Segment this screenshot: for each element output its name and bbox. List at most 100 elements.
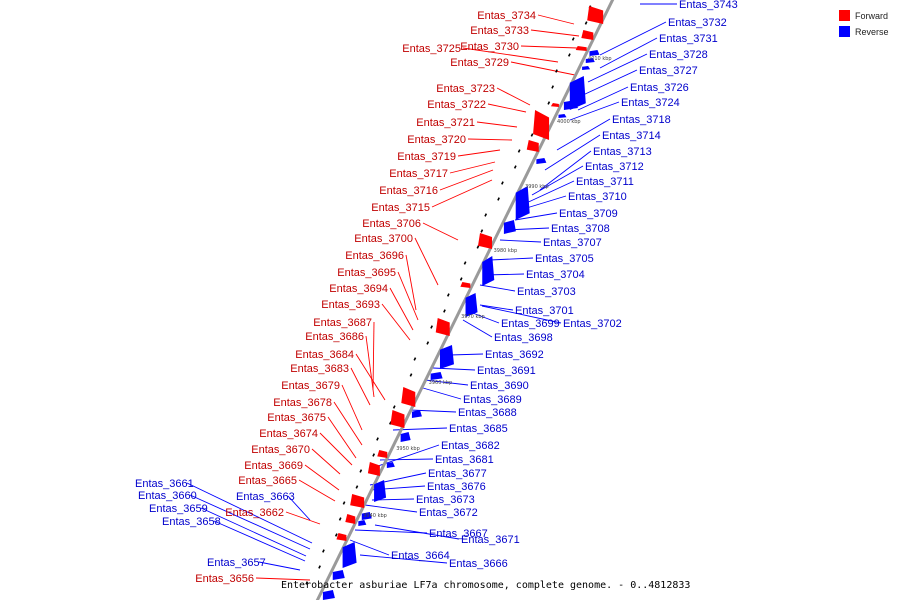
- forward-gene-label[interactable]: Entas_3729: [450, 57, 509, 69]
- forward-gene-label[interactable]: Entas_3719: [397, 151, 456, 163]
- position-marker: [409, 373, 413, 377]
- forward-gene-label[interactable]: Entas_3670: [251, 444, 310, 456]
- position-marker: [530, 133, 534, 137]
- legend-forward-label: Forward: [855, 11, 888, 21]
- reverse-gene-label[interactable]: Entas_3714: [602, 130, 661, 142]
- reverse-gene-label[interactable]: Entas_3724: [621, 97, 680, 109]
- reverse-gene-label[interactable]: Entas_3661: [135, 478, 194, 490]
- forward-gene-label[interactable]: Entas_3674: [259, 428, 318, 440]
- reverse-gene-label[interactable]: Entas_3728: [649, 49, 708, 61]
- reverse-gene-label[interactable]: Entas_3743: [679, 0, 738, 11]
- forward-gene-label[interactable]: Entas_3717: [389, 168, 448, 180]
- reverse-leader-line: [521, 180, 575, 206]
- forward-gene-label[interactable]: Entas_3665: [238, 475, 297, 487]
- forward-gene-label[interactable]: Entas_3725: [402, 43, 461, 55]
- reverse-gene-label[interactable]: Entas_3673: [416, 494, 475, 506]
- forward-gene-label[interactable]: Entas_3669: [244, 460, 303, 472]
- forward-gene-label[interactable]: Entas_3700: [354, 233, 413, 245]
- reverse-gene-label[interactable]: Entas_3663: [236, 491, 295, 503]
- genome-caption: Enterobacter asburiae LF7a chromosome, c…: [281, 580, 690, 591]
- forward-gene-label[interactable]: Entas_3733: [470, 25, 529, 37]
- forward-gene-label[interactable]: Entas_3695: [337, 267, 396, 279]
- reverse-gene-label[interactable]: Entas_3698: [494, 332, 553, 344]
- forward-gene-label[interactable]: Entas_3716: [379, 185, 438, 197]
- forward-gene-label[interactable]: Entas_3696: [345, 250, 404, 262]
- reverse-gene-label[interactable]: Entas_3682: [441, 440, 500, 452]
- reverse-gene-label[interactable]: Entas_3690: [470, 380, 529, 392]
- leader-lines: [186, 3, 677, 581]
- forward-leader-line: [439, 169, 494, 191]
- forward-gene-label[interactable]: Entas_3715: [371, 202, 430, 214]
- reverse-leader-line: [582, 69, 638, 96]
- reverse-gene-label[interactable]: Entas_3660: [138, 490, 197, 502]
- forward-gene-label[interactable]: Entas_3678: [273, 397, 332, 409]
- reverse-gene-label[interactable]: Entas_3691: [477, 365, 536, 377]
- forward-gene-label[interactable]: Entas_3706: [362, 218, 421, 230]
- reverse-gene-label[interactable]: Entas_3702: [563, 318, 622, 330]
- reverse-gene-label[interactable]: Entas_3704: [526, 269, 585, 281]
- forward-gene: [533, 110, 550, 140]
- forward-gene: [575, 46, 587, 51]
- forward-gene-label[interactable]: Entas_3683: [290, 363, 349, 375]
- reverse-gene-label[interactable]: Entas_3677: [428, 468, 487, 480]
- reverse-gene-label[interactable]: Entas_3664: [391, 550, 450, 562]
- reverse-gene-label[interactable]: Entas_3732: [668, 17, 727, 29]
- forward-gene-label[interactable]: Entas_3694: [329, 283, 388, 295]
- reverse-gene-label[interactable]: Entas_3703: [517, 286, 576, 298]
- reverse-gene-label[interactable]: Entas_3712: [585, 161, 644, 173]
- reverse-gene-label[interactable]: Entas_3718: [612, 114, 671, 126]
- forward-leader-line: [355, 353, 386, 401]
- reverse-gene-label[interactable]: Entas_3699: [501, 318, 560, 330]
- forward-gene-label[interactable]: Entas_3723: [436, 83, 495, 95]
- reverse-gene-label[interactable]: Entas_3666: [449, 558, 508, 570]
- reverse-leader-line: [200, 507, 307, 557]
- position-marker: [517, 149, 521, 153]
- reverse-gene-label[interactable]: Entas_3692: [485, 349, 544, 361]
- reverse-gene-label[interactable]: Entas_3657: [207, 557, 266, 569]
- forward-gene-label[interactable]: Entas_3675: [267, 412, 326, 424]
- forward-gene-label[interactable]: Entas_3679: [281, 380, 340, 392]
- reverse-gene-label[interactable]: Entas_3713: [593, 146, 652, 158]
- reverse-gene-label[interactable]: Entas_3711: [576, 176, 634, 188]
- forward-gene: [367, 462, 380, 476]
- reverse-gene-label[interactable]: Entas_3681: [435, 454, 494, 466]
- reverse-gene-label[interactable]: Entas_3727: [639, 65, 698, 77]
- forward-gene-label[interactable]: Entas_3687: [313, 317, 372, 329]
- position-marker: [322, 549, 325, 553]
- scale-ticks: 4010 kbp 4000 kbp 3990 kbp 3980 kbp 3970 kbp…: [363, 56, 611, 519]
- reverse-gene-label[interactable]: Entas_3708: [551, 223, 610, 235]
- forward-gene-label[interactable]: Entas_3684: [295, 349, 354, 361]
- forward-gene-label[interactable]: Entas_3720: [407, 134, 466, 146]
- reverse-gene-label[interactable]: Entas_3685: [449, 423, 508, 435]
- reverse-gene-label[interactable]: Entas_3726: [630, 82, 689, 94]
- reverse-leader-line: [258, 561, 301, 571]
- reverse-gene-label[interactable]: Entas_3701: [515, 305, 574, 317]
- position-marker: [571, 37, 575, 41]
- reverse-leader-line: [556, 118, 611, 151]
- reverse-gene-label[interactable]: Entas_3689: [463, 394, 522, 406]
- forward-gene-label[interactable]: Entas_3730: [460, 41, 519, 53]
- position-marker: [547, 101, 551, 105]
- reverse-gene-label[interactable]: Entas_3659: [149, 503, 208, 515]
- reverse-gene-label[interactable]: Entas_3710: [568, 191, 627, 203]
- reverse-gene-label[interactable]: Entas_3688: [458, 407, 517, 419]
- reverse-gene-label[interactable]: Entas_3671: [461, 534, 520, 546]
- forward-gene-label[interactable]: Entas_3656: [195, 573, 254, 585]
- reverse-gene-label[interactable]: Entas_3707: [543, 237, 602, 249]
- reverse-gene-label[interactable]: Entas_3676: [427, 481, 486, 493]
- reverse-gene-label[interactable]: Entas_3667: [429, 528, 488, 540]
- reverse-leader-line: [449, 353, 484, 356]
- reverse-gene-label[interactable]: Entas_3709: [559, 208, 618, 220]
- forward-gene-label[interactable]: Entas_3734: [477, 10, 536, 22]
- reverse-gene-label[interactable]: Entas_3731: [659, 33, 718, 45]
- scale-tick-label: 3960 kbp: [429, 380, 453, 386]
- reverse-gene-label[interactable]: Entas_3658: [162, 516, 221, 528]
- reverse-gene-label[interactable]: Entas_3672: [419, 507, 478, 519]
- forward-gene-label[interactable]: Entas_3662: [225, 507, 284, 519]
- forward-gene-label[interactable]: Entas_3722: [427, 99, 486, 111]
- forward-gene-label[interactable]: Entas_3721: [416, 117, 475, 129]
- forward-gene-label[interactable]: Entas_3693: [321, 299, 380, 311]
- reverse-gene-label[interactable]: Entas_3705: [535, 253, 594, 265]
- reverse-gene: [465, 293, 478, 317]
- forward-gene-label[interactable]: Entas_3686: [305, 331, 364, 343]
